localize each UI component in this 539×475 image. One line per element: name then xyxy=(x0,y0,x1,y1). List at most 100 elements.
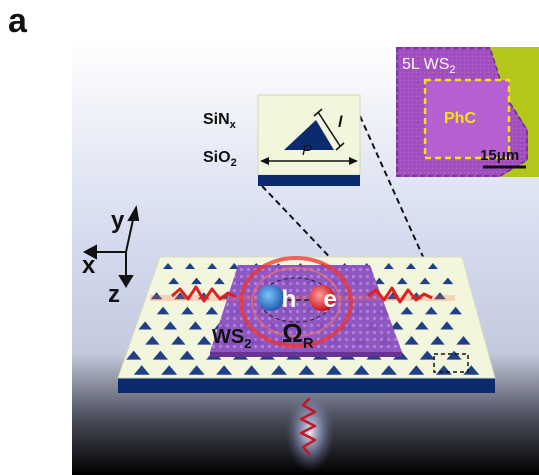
photon-right xyxy=(367,286,433,304)
lattice-triangle xyxy=(298,365,315,375)
lattice-triangle xyxy=(325,365,342,375)
lattice-triangle xyxy=(229,263,240,269)
lattice-triangle xyxy=(373,277,385,285)
lattice-triangle xyxy=(380,365,397,375)
flake-label: 5L WS2 xyxy=(402,56,456,76)
lattice-triangle xyxy=(440,321,454,330)
lattice-triangle xyxy=(168,277,180,285)
micrograph-inset xyxy=(396,47,539,177)
sinx-main: SiN xyxy=(203,111,230,128)
ws2-monolayer xyxy=(210,265,402,352)
lattice-triangle xyxy=(188,321,203,330)
lattice-triangle xyxy=(179,350,195,360)
lattice-triangle xyxy=(174,292,187,300)
lattice-triangle xyxy=(150,292,163,300)
ws2-main: WS xyxy=(212,326,244,348)
length-label: l xyxy=(338,114,343,131)
axis-z-label: z xyxy=(108,281,120,308)
rabi-label: ΩR xyxy=(282,318,314,352)
lattice-triangle xyxy=(430,336,445,345)
slab-side xyxy=(118,378,495,393)
axis-x-arrow xyxy=(82,244,97,260)
unit-cell-triangle xyxy=(284,120,334,150)
sinx-subscript: x xyxy=(230,119,237,131)
phc-region xyxy=(425,80,509,158)
lattice-triangle xyxy=(145,336,160,345)
emission-glow xyxy=(286,392,334,472)
rabi-ring-inner xyxy=(251,267,341,337)
axis-y-line xyxy=(125,214,135,253)
ws2-subscript: 2 xyxy=(244,336,251,351)
phc-box xyxy=(423,78,511,160)
lattice-triangle xyxy=(133,365,150,375)
unit-cell-highlight xyxy=(433,353,469,373)
lattice-triangle xyxy=(419,277,431,285)
lattice-triangle xyxy=(434,292,446,300)
lattice-triangle xyxy=(415,321,429,330)
lattice-triangle xyxy=(404,336,419,345)
length-tick xyxy=(335,142,345,151)
lattice-triangle xyxy=(171,336,186,345)
flake-subscript: 2 xyxy=(449,64,455,76)
lattice-triangle xyxy=(138,321,152,330)
photon-vertical xyxy=(299,397,317,456)
lattice-triangle xyxy=(181,306,194,315)
lattice-triangle xyxy=(383,263,394,269)
projection-line xyxy=(359,115,468,356)
lattice-triangle xyxy=(456,336,471,345)
rabi-subscript: R xyxy=(303,335,314,352)
period-label: P xyxy=(302,142,312,159)
sio2-main: SiO xyxy=(203,149,231,166)
rabi-ring-outer xyxy=(239,256,353,348)
electron-label: e xyxy=(323,286,336,313)
ws2-monolayer-edge xyxy=(210,352,402,357)
phc-label: PhC xyxy=(444,110,476,127)
lattice-triangle xyxy=(419,350,435,360)
lattice-triangle xyxy=(353,365,370,375)
electron-particle xyxy=(309,285,335,311)
lattice-triangle xyxy=(427,263,438,269)
lattice-triangle xyxy=(163,263,173,269)
lattice-triangle xyxy=(161,365,178,375)
lattice-triangle xyxy=(396,277,408,285)
period-arrow-head-left xyxy=(260,157,269,165)
lattice-triangle xyxy=(188,365,205,375)
scale-bar-label: 15μm xyxy=(480,147,519,164)
lattice-triangle xyxy=(156,306,170,315)
lattice-triangle xyxy=(207,263,218,269)
sio2-label: SiO2 xyxy=(203,149,237,169)
lattice-triangle xyxy=(400,306,414,315)
lattice-triangle xyxy=(216,365,233,375)
hole-label: h xyxy=(282,286,297,313)
lattice-triangle xyxy=(424,306,438,315)
lattice-triangle xyxy=(213,277,225,285)
lattice-triangle xyxy=(185,263,196,269)
lattice-triangle xyxy=(243,365,260,375)
axis-z-arrow xyxy=(118,275,134,288)
ws2-label: WS2 xyxy=(212,326,251,351)
lattice-triangle xyxy=(408,365,425,375)
unit-cell-inset xyxy=(257,94,361,186)
flake-main: 5L WS xyxy=(402,56,449,73)
hole-particle xyxy=(258,285,284,311)
lattice-triangle xyxy=(163,321,178,330)
flake-outline xyxy=(396,47,528,177)
rabi-symbol: Ω xyxy=(282,318,303,348)
lattice-triangle xyxy=(442,277,454,285)
unit-cell-bottom xyxy=(258,175,360,186)
lattice-triangle xyxy=(152,350,168,360)
lattice-triangle xyxy=(389,321,404,330)
length-tick xyxy=(313,108,323,117)
length-marker xyxy=(317,111,341,147)
lattice-triangle xyxy=(197,336,212,345)
lattice-triangle xyxy=(386,292,399,300)
sio2-subscript: 2 xyxy=(231,157,237,169)
lattice-triangle xyxy=(126,350,142,360)
axis-x-label: x xyxy=(82,252,96,279)
lattice-triangle xyxy=(205,306,219,315)
axis-y-label: y xyxy=(111,207,125,234)
lattice-triangle xyxy=(446,350,462,360)
axis-y-arrow xyxy=(127,205,140,221)
lattice-triangle xyxy=(449,306,462,315)
